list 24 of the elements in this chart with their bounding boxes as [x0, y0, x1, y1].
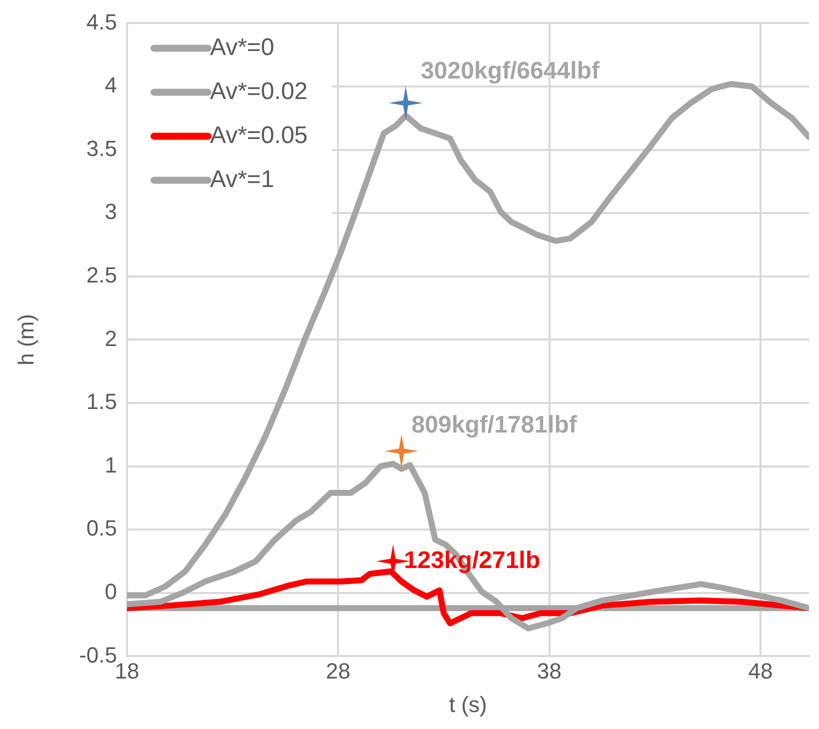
- annotation: 123kg/271lb: [404, 546, 540, 574]
- y-tick-label: 2: [104, 326, 117, 351]
- x-tick-label: 18: [114, 658, 140, 684]
- y-tick-label: 0: [104, 578, 117, 604]
- y-tick-label: 4: [104, 72, 117, 98]
- x-axis-title: t (s): [449, 692, 487, 717]
- annotation: 809kgf/1781lbf: [411, 412, 578, 439]
- y-tick-label: 1.5: [86, 389, 117, 414]
- annotation: 3020kgf/6644lbf: [420, 58, 600, 85]
- x-tick-label: 38: [537, 658, 562, 684]
- x-tick-label: 48: [748, 658, 773, 684]
- y-tick-label: -0.5: [79, 642, 117, 668]
- y-tick-label: 3.5: [86, 136, 117, 161]
- legend-label: Av*=1: [210, 166, 274, 193]
- y-tick-label: 0.5: [86, 516, 117, 541]
- legend-label: Av*=0.02: [210, 78, 308, 105]
- y-tick-label: 3: [104, 199, 117, 224]
- y-axis-title: h (m): [13, 314, 38, 366]
- legend-label: Av*=0: [210, 34, 274, 61]
- y-tick-label: 1: [104, 452, 117, 478]
- x-tick-label: 28: [326, 658, 350, 684]
- y-tick-label: 4.5: [86, 9, 117, 34]
- y-tick-label: 2.5: [86, 262, 117, 288]
- legend-label: Av*=0.05: [210, 122, 308, 149]
